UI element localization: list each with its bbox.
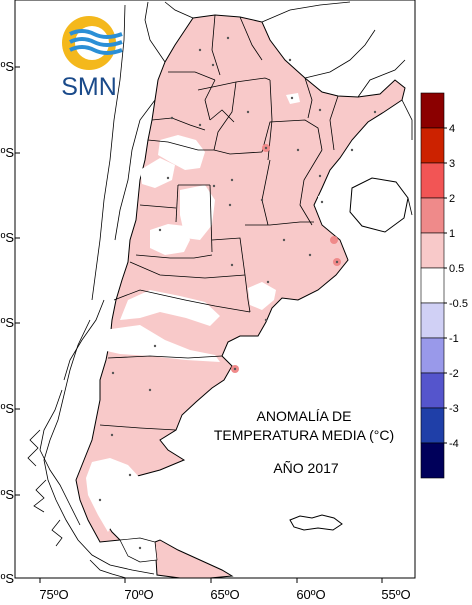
smn-waves-icon <box>69 29 123 39</box>
y-tick-label: 50ºS <box>0 487 14 502</box>
station-point <box>98 498 102 502</box>
station-point <box>246 110 250 114</box>
station-point <box>153 344 157 348</box>
tierra-del-fuego-neutral <box>119 537 158 563</box>
x-tick-label: 65ºO <box>210 587 239 602</box>
colorbar-swatch <box>420 337 445 374</box>
y-tick-label: 45ºS <box>0 401 14 416</box>
station-point <box>111 371 115 375</box>
colorbar-label: 3 <box>449 158 455 170</box>
station-point <box>166 176 170 180</box>
station-point <box>266 280 270 284</box>
colorbar-label: -0.5 <box>449 298 468 310</box>
station-point <box>320 200 324 204</box>
chile-coastline <box>27 4 155 579</box>
y-tick-label: 55ºS <box>0 571 14 586</box>
colorbar-swatch <box>420 197 445 234</box>
colorbar-label: 4 <box>449 123 455 135</box>
logo-text: SMN <box>61 73 117 101</box>
colorbar-legend: 4 3 2 1 0.5 -0.5 -1 -2 -3 -4 <box>420 92 468 479</box>
station-point <box>198 123 202 127</box>
map-title-line2: TEMPERATURA MEDIA (°C) <box>214 427 394 443</box>
colorbar-label: 0.5 <box>449 263 464 275</box>
station-point <box>228 203 232 207</box>
y-tick-label: 40ºS <box>0 315 14 330</box>
station-point <box>318 174 322 178</box>
station-point <box>350 148 354 152</box>
station-point <box>335 260 339 264</box>
station-point <box>260 198 264 202</box>
station-point <box>170 116 174 120</box>
axis-ticks <box>15 66 383 583</box>
station-markers <box>98 36 377 550</box>
argentina-mainland <box>75 14 406 543</box>
y-tick-label: 35ºS <box>0 230 14 245</box>
station-point <box>318 108 322 112</box>
colorbar-label: -2 <box>449 368 459 380</box>
x-tick-label: 55ºO <box>381 587 410 602</box>
station-point <box>211 63 215 67</box>
station-point <box>264 146 268 150</box>
map-title-line1: ANOMALÍA DE <box>257 408 352 424</box>
neutral-anomaly-areas <box>86 93 328 532</box>
y-tick-label: 25ºS <box>0 59 14 74</box>
neighbor-country-borders <box>39 1 413 526</box>
y-tick-label: 30ºS <box>0 145 14 160</box>
colorbar-swatch <box>420 442 445 479</box>
smn-logo: SMN <box>61 16 123 101</box>
station-point <box>148 388 152 392</box>
uruguay <box>349 177 409 233</box>
colorbar-label: -3 <box>449 403 459 415</box>
station-point <box>282 238 286 242</box>
colorbar-swatch <box>420 232 445 269</box>
colorbar-label: 1 <box>449 228 455 240</box>
station-point <box>288 58 292 62</box>
colorbar-swatch <box>420 127 445 164</box>
station-point <box>128 473 132 477</box>
x-tick-label: 60ºO <box>296 587 325 602</box>
tierra-del-fuego <box>154 539 234 579</box>
station-point <box>296 148 300 152</box>
station-point <box>233 367 237 371</box>
station-point <box>308 253 312 257</box>
station-point <box>373 110 377 114</box>
colorbar-swatch <box>420 302 445 339</box>
colorbar-swatch <box>420 267 445 304</box>
station-point <box>226 36 230 40</box>
station-point <box>230 178 234 182</box>
station-point <box>138 546 142 550</box>
colorbar-swatch <box>420 92 445 129</box>
colorbar-swatch <box>420 372 445 409</box>
station-point <box>290 96 294 100</box>
station-point <box>158 228 162 232</box>
station-point <box>264 318 268 322</box>
station-point <box>212 184 216 188</box>
colorbar-label: -4 <box>449 438 459 450</box>
colorbar-label: -1 <box>449 333 459 345</box>
province-borders <box>99 14 339 431</box>
x-tick-label: 70ºO <box>124 587 153 602</box>
map-title-year: AÑO 2017 <box>273 460 339 476</box>
colorbar-swatch <box>420 162 445 199</box>
malvinas-islands <box>289 514 343 531</box>
station-point <box>198 48 202 52</box>
station-point <box>110 433 114 437</box>
x-tick-label: 75ºO <box>39 587 68 602</box>
colorbar-swatch <box>420 407 445 444</box>
station-point <box>230 263 234 267</box>
colorbar-label: 2 <box>449 193 455 205</box>
